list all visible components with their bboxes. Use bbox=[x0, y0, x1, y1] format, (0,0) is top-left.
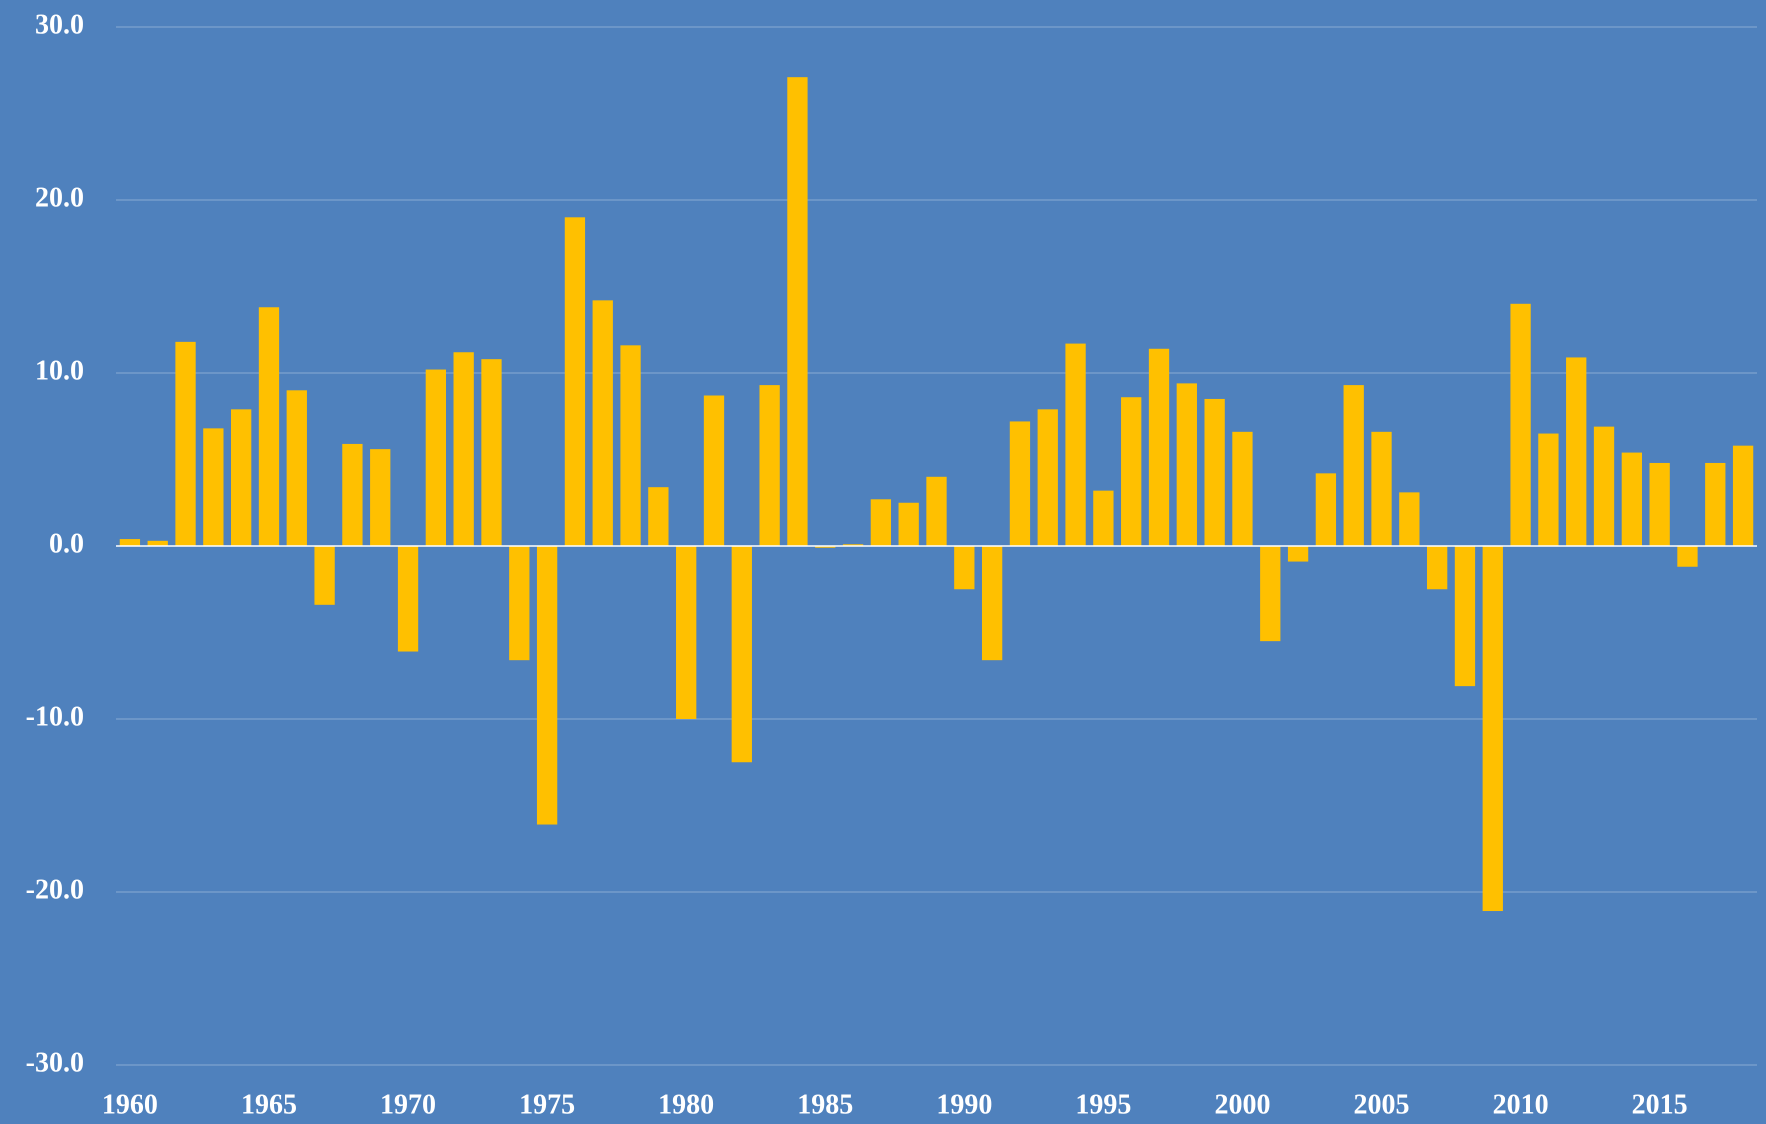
bar bbox=[1176, 383, 1197, 546]
bar bbox=[1260, 546, 1281, 642]
bar bbox=[898, 502, 919, 546]
bar bbox=[1482, 546, 1503, 912]
bar bbox=[1148, 348, 1170, 546]
bar bbox=[648, 487, 669, 546]
x-tick-label: 2010 bbox=[1493, 1089, 1549, 1120]
y-tick-label: 0.0 bbox=[49, 528, 84, 559]
bar bbox=[1566, 357, 1587, 546]
bar bbox=[870, 499, 892, 546]
bar bbox=[370, 449, 391, 546]
bar bbox=[175, 341, 196, 546]
y-tick-label: -30.0 bbox=[26, 1047, 84, 1078]
x-tick-label: 1975 bbox=[519, 1089, 575, 1120]
bar bbox=[314, 546, 335, 605]
bar bbox=[1037, 409, 1058, 546]
x-tick-label: 1985 bbox=[797, 1089, 853, 1120]
bar bbox=[147, 540, 168, 546]
bar bbox=[342, 443, 363, 546]
y-tick-label: 20.0 bbox=[35, 182, 84, 213]
bar bbox=[787, 77, 808, 547]
bar bbox=[842, 544, 864, 546]
x-tick-label: 1965 bbox=[241, 1089, 297, 1120]
bar bbox=[592, 300, 613, 546]
bar bbox=[1677, 546, 1698, 567]
bar bbox=[1343, 385, 1364, 546]
x-tick-label: 2015 bbox=[1632, 1089, 1688, 1120]
bar bbox=[703, 395, 725, 546]
bar bbox=[425, 369, 447, 546]
bar bbox=[397, 546, 419, 652]
bar bbox=[676, 546, 697, 719]
x-tick-label: 2005 bbox=[1354, 1089, 1410, 1120]
bar bbox=[981, 546, 1003, 661]
y-tick-label: -20.0 bbox=[26, 874, 84, 905]
bar bbox=[1621, 452, 1642, 546]
bar bbox=[954, 546, 975, 590]
bar bbox=[564, 217, 586, 547]
bar bbox=[1204, 398, 1225, 546]
bar bbox=[258, 307, 280, 546]
x-tick-label: 2000 bbox=[1214, 1089, 1270, 1120]
bar bbox=[536, 546, 558, 825]
bar bbox=[731, 546, 752, 763]
bar bbox=[620, 345, 641, 546]
bar bbox=[453, 352, 474, 546]
y-tick-label: 30.0 bbox=[35, 9, 84, 40]
x-tick-label: 1990 bbox=[936, 1089, 992, 1120]
bar bbox=[1593, 426, 1615, 546]
bar bbox=[1426, 546, 1448, 590]
bar bbox=[203, 428, 224, 546]
bar bbox=[231, 409, 252, 546]
bar bbox=[1009, 421, 1031, 546]
bar bbox=[1649, 462, 1670, 546]
bar bbox=[926, 476, 947, 546]
bar bbox=[1399, 492, 1420, 546]
bar bbox=[1315, 473, 1337, 546]
bar bbox=[286, 390, 307, 546]
bar bbox=[1732, 445, 1754, 546]
bar bbox=[1705, 462, 1726, 546]
y-tick-label: 10.0 bbox=[35, 355, 84, 386]
x-tick-label: 1995 bbox=[1075, 1089, 1131, 1120]
bar bbox=[1093, 490, 1114, 546]
bar bbox=[119, 539, 141, 546]
bar bbox=[509, 546, 530, 661]
bar bbox=[1538, 433, 1559, 546]
bar bbox=[1232, 431, 1253, 546]
bar bbox=[759, 385, 780, 546]
bar bbox=[1065, 343, 1086, 546]
bar bbox=[1121, 397, 1142, 546]
bar bbox=[1371, 431, 1392, 546]
bar bbox=[815, 546, 836, 548]
bar bbox=[1287, 546, 1309, 562]
x-tick-label: 1970 bbox=[380, 1089, 436, 1120]
x-tick-label: 1960 bbox=[102, 1089, 158, 1120]
y-tick-label: -10.0 bbox=[26, 701, 84, 732]
bar bbox=[1454, 546, 1476, 687]
bar bbox=[1510, 303, 1531, 546]
bar bbox=[481, 359, 502, 546]
x-tick-label: 1980 bbox=[658, 1089, 714, 1120]
